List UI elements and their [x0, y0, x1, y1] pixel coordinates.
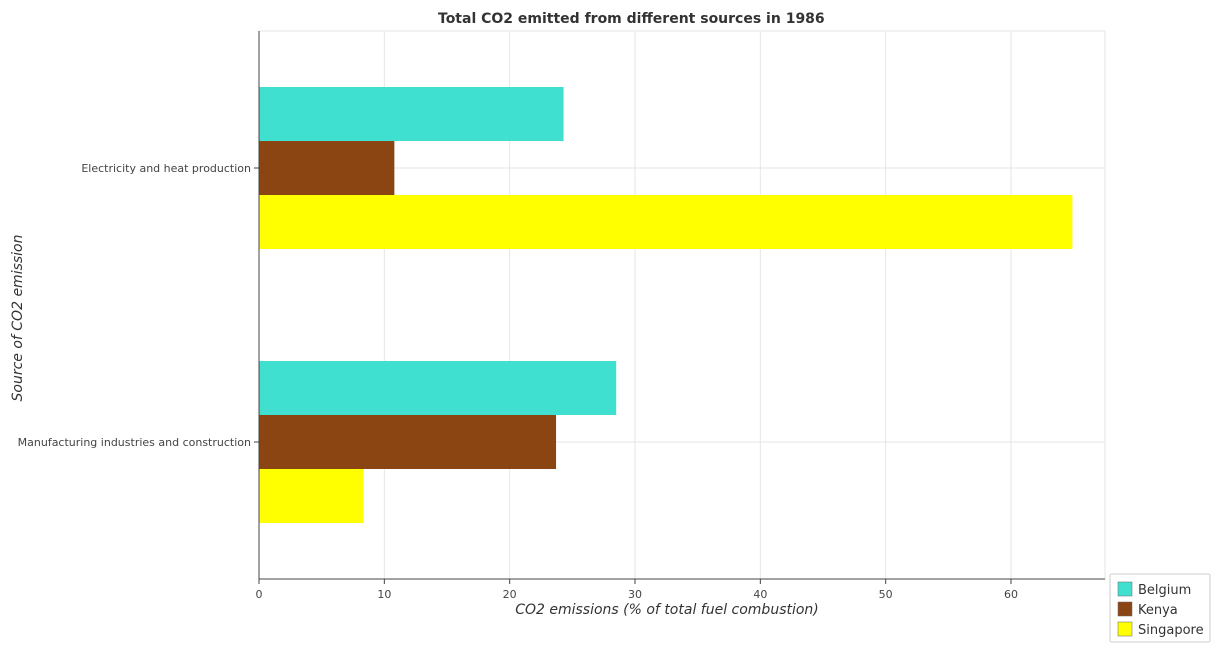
- legend-label: Belgium: [1138, 583, 1191, 598]
- y-tick-label: Electricity and heat production: [81, 162, 251, 175]
- legend-swatch-singapore: [1117, 621, 1133, 637]
- legend-box: [1109, 573, 1211, 643]
- legend-label: Singapore: [1138, 623, 1204, 638]
- chart-title: Total CO2 emitted from different sources…: [438, 11, 825, 27]
- bar-singapore: [259, 195, 1073, 249]
- x-tick-label: 0: [256, 588, 263, 601]
- bar-belgium: [259, 361, 617, 415]
- x-axis-label: CO2 emissions (% of total fuel combustio…: [515, 602, 819, 618]
- legend-label: Kenya: [1138, 603, 1178, 618]
- bar-singapore: [259, 469, 364, 523]
- legend-swatch-kenya: [1117, 601, 1133, 617]
- bar-belgium: [259, 87, 564, 141]
- bar-kenya: [259, 415, 557, 469]
- legend: Belgium Kenya Singapore: [1109, 573, 1211, 643]
- axes: 0 10 20 30 40 50 60 Electricity and heat produc…: [18, 31, 1105, 601]
- y-tick-label: Manufacturing industries and constructio…: [18, 436, 251, 449]
- x-tick-label: 40: [753, 588, 767, 601]
- bars: [259, 87, 1073, 523]
- bar-kenya: [259, 141, 395, 195]
- x-tick-label: 30: [628, 588, 642, 601]
- y-axis-label: Source of CO2 emission: [10, 235, 26, 402]
- legend-swatch-belgium: [1117, 581, 1133, 597]
- x-tick-label: 50: [879, 588, 893, 601]
- x-tick-label: 60: [1004, 588, 1018, 601]
- x-tick-label: 10: [377, 588, 391, 601]
- x-tick-label: 20: [503, 588, 517, 601]
